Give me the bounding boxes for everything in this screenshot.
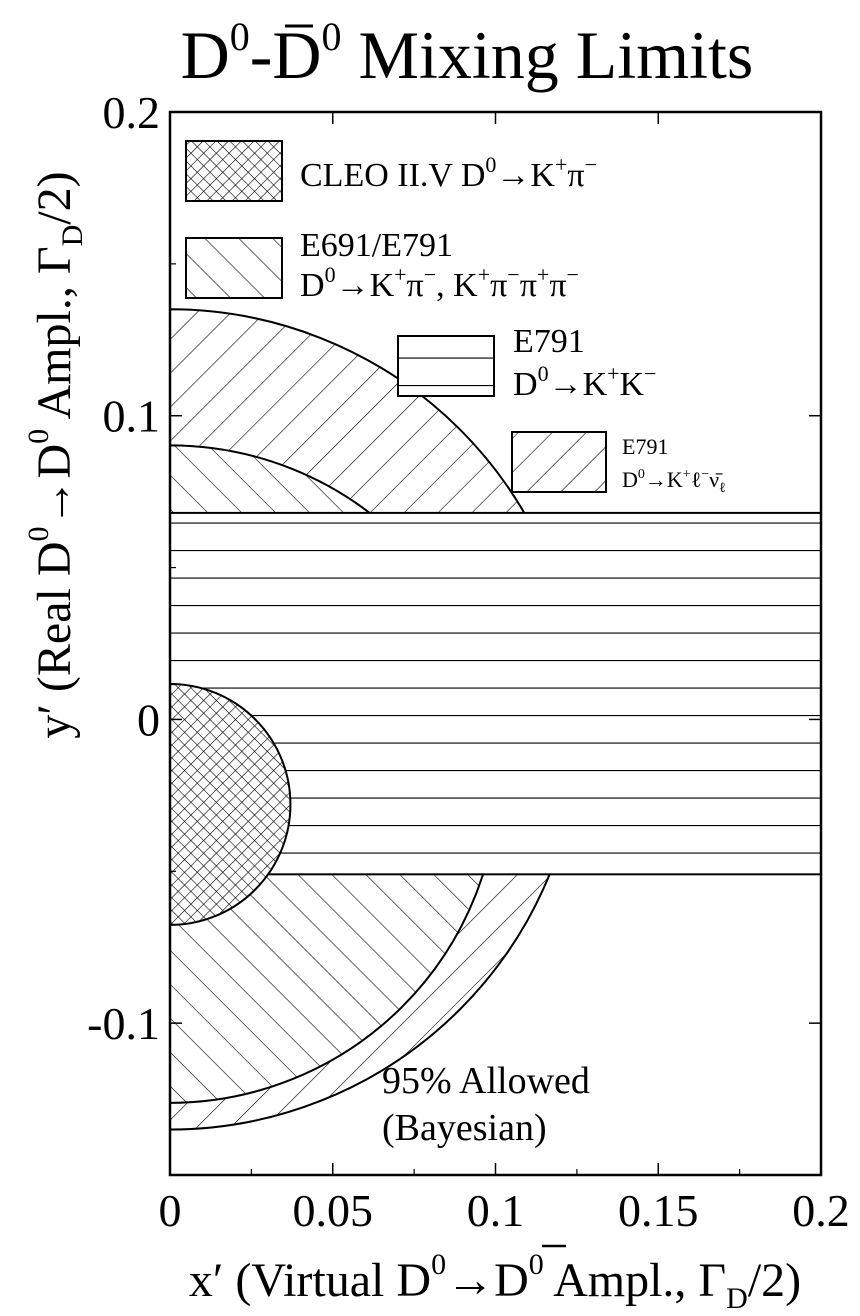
y-tick-label: 0.1 (103, 391, 161, 442)
annotation-line1: 95% Allowed (382, 1060, 590, 1102)
legend-swatch-cleo (185, 140, 283, 202)
chart-title: D0-D0 Mixing Limits (181, 14, 754, 93)
legend-label-e791-kk-line2: D0→K+K− (513, 361, 657, 403)
region-cross-hatch (170, 683, 292, 926)
regions (170, 308, 821, 1131)
x-tick-label: 0.05 (293, 1185, 374, 1236)
legend-label-e791-kk-line1: E791 (513, 323, 585, 360)
y-tick-label: 0 (137, 694, 160, 745)
legend-swatch-e791-kl (511, 431, 607, 493)
x-tick-label: 0 (159, 1185, 182, 1236)
axis-ticks (169, 111, 822, 1176)
legend-label-e691-line1: E691/E791 (300, 227, 453, 264)
x-tick-label: 0.1 (467, 1185, 525, 1236)
tick-labels: 0 0.05 0.1 0.15 0.2 -0.1 0 0.1 0.2 (87, 87, 850, 1236)
legend-swatch-e791-kk (397, 335, 495, 397)
y-axis-label: y′ (Real D0→D0 Ampl., ΓD/2) (22, 171, 89, 738)
x-tick-label: 0.2 (792, 1185, 850, 1236)
legend-label-e791-kl-line2: D0→K+ℓ−ν̄ℓ (622, 467, 726, 496)
x-axis-label: x′ (Virtual D0→D0 Ampl., ΓD/2) (189, 1248, 801, 1315)
x-tick-label: 0.15 (618, 1185, 699, 1236)
legend-swatch-e691 (185, 237, 283, 299)
legend-label-e791-kl-line1: E791 (622, 434, 668, 459)
y-tick-label: -0.1 (87, 998, 160, 1049)
annotation-line2: (Bayesian) (382, 1107, 547, 1149)
legend-label-cleo: CLEO II.V D0→K+π− (300, 152, 597, 194)
legend-label-e691-line2: D0→K+π−, K+π−π+π− (300, 262, 579, 304)
y-tick-label: 0.2 (103, 87, 161, 138)
